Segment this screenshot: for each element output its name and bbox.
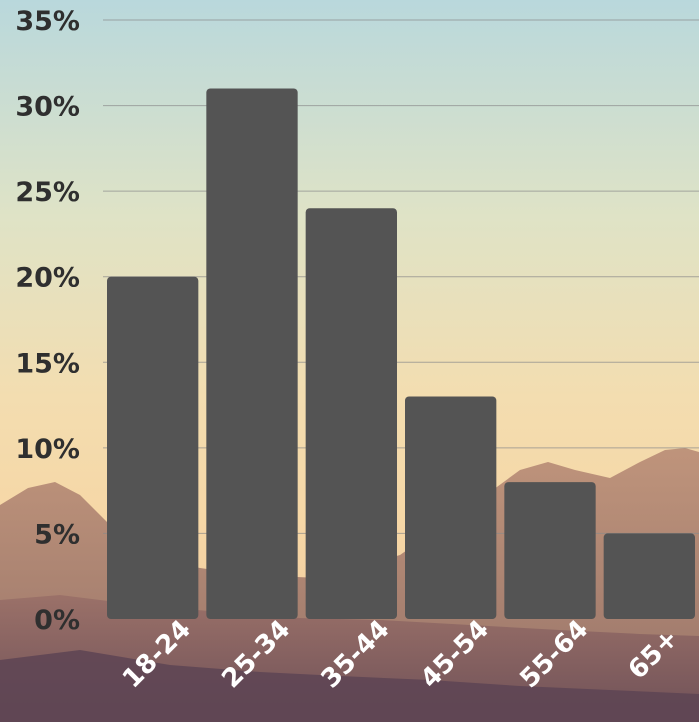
y-tick-label: 15%	[15, 348, 80, 379]
y-tick-label: 10%	[15, 434, 80, 465]
bar-18-24	[107, 276, 199, 619]
bar-45-54	[405, 396, 497, 619]
y-tick-label: 35%	[15, 6, 80, 37]
y-tick-label: 20%	[15, 263, 80, 294]
y-axis-tick-labels: 0% 5% 10% 15% 20% 25% 30% 35%	[15, 6, 80, 636]
bar-55-64	[504, 482, 596, 619]
bar-35-44	[305, 208, 397, 619]
y-tick-label: 0%	[34, 605, 80, 636]
y-tick-label: 25%	[15, 177, 80, 208]
foreground-hills	[0, 650, 699, 722]
y-tick-label: 30%	[15, 92, 80, 123]
grid-lines	[103, 19, 699, 534]
bar-25-34	[206, 88, 298, 619]
bars	[107, 88, 695, 619]
bar-65+	[603, 533, 695, 619]
y-tick-label: 5%	[34, 519, 80, 550]
